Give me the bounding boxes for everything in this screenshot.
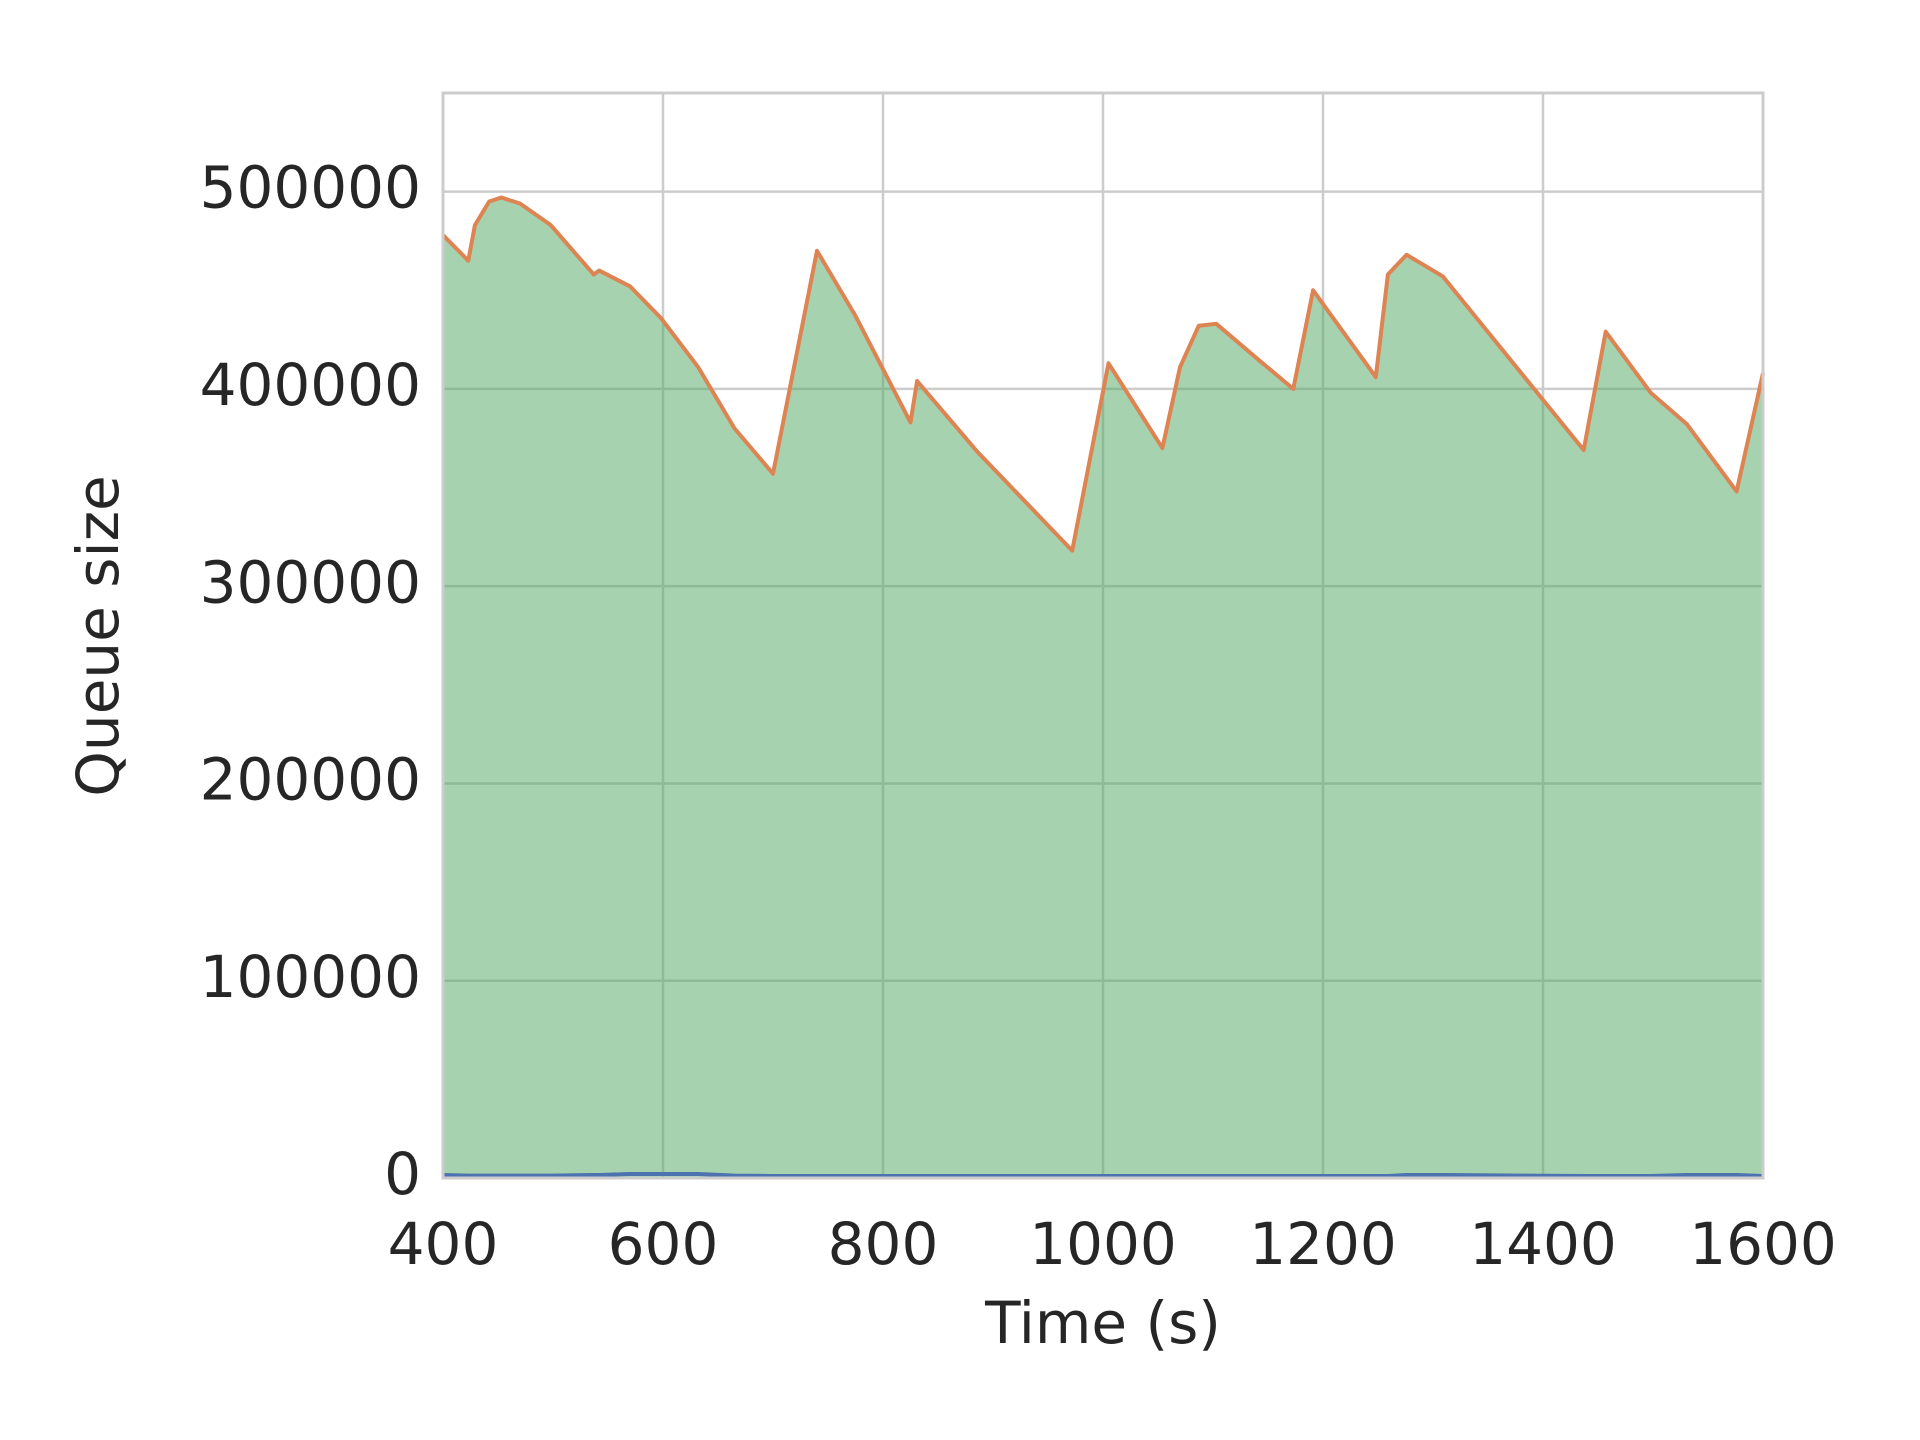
x-axis-label: Time (s) [984, 1289, 1221, 1357]
x-tick-label: 600 [608, 1210, 719, 1278]
plot-frame [441, 91, 1765, 1180]
series-line [441, 195, 1765, 553]
area-fill [443, 197, 1763, 1178]
x-tick-label: 400 [388, 1210, 499, 1278]
x-tick-label: 1200 [1249, 1210, 1397, 1278]
series-line [442, 1172, 1764, 1179]
x-tick-label: 800 [828, 1210, 939, 1278]
y-axis-label: Queue size [64, 475, 132, 796]
y-tick-label: 200000 [200, 746, 421, 814]
y-tick-label: 400000 [200, 351, 421, 419]
x-tick-label: 1400 [1469, 1210, 1617, 1278]
y-tick-label: 0 [384, 1140, 421, 1208]
y-tick-label: 100000 [200, 943, 421, 1011]
x-tick-label: 1600 [1689, 1210, 1837, 1278]
y-tick-label: 300000 [200, 548, 421, 616]
y-tick-label: 500000 [200, 154, 421, 222]
x-tick-label: 1000 [1029, 1210, 1177, 1278]
